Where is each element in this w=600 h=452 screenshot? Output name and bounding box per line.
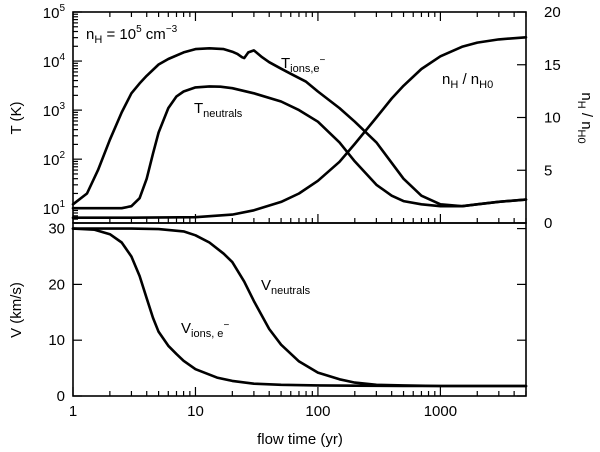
y-tick-label-right: 5 (544, 162, 552, 179)
density-condition-label: nH = 105 cm−3 (86, 24, 178, 46)
y-tick-label-bottom: 20 (48, 276, 65, 293)
curve-t-ions (71, 47, 528, 208)
y-tick-label-bottom: 30 (48, 221, 65, 238)
y-tick-label-right: 20 (544, 4, 561, 21)
x-tick-label: 10 (187, 403, 204, 420)
bottom-panel-frame (72, 222, 527, 397)
axis-ticks (72, 11, 527, 397)
curve-v-neutrals (71, 227, 528, 388)
right-y-axis-label: nH / nH0 (575, 92, 595, 143)
x-tick-label: 100 (305, 403, 330, 420)
y-tick-label-left: 104 (43, 52, 66, 71)
y-tick-label-right: 15 (544, 57, 561, 74)
t-ions-label: Tions,e− (281, 55, 326, 75)
tick-labels: 1 10 100 1000 101 102 103 104 105 0 5 10 15 20 0 10 20 30 (43, 3, 561, 420)
x-tick-label: 1 (69, 403, 77, 420)
v-ions-label: Vions, e− (181, 320, 229, 340)
curve-v-ions (71, 227, 528, 388)
density-ratio-label: nH / nH0 (442, 71, 493, 91)
y-tick-label-bottom: 0 (57, 388, 65, 405)
data-curves (71, 36, 528, 388)
curve-density-ratio (71, 36, 528, 219)
bottom-y-axis-label: V (km/s) (8, 282, 25, 338)
y-tick-label-left: 103 (43, 101, 66, 120)
y-tick-label-bottom: 10 (48, 332, 65, 349)
y-tick-label-left: 105 (43, 3, 66, 22)
y-tick-label-left: 102 (43, 150, 66, 169)
t-neutrals-label: Tneutrals (194, 100, 243, 120)
curve-t-neutrals (71, 85, 528, 210)
y-tick-label-right: 10 (544, 110, 561, 127)
y-tick-label-left: 101 (43, 199, 66, 218)
x-tick-label: 1000 (424, 403, 457, 420)
v-neutrals-label: Vneutrals (261, 277, 311, 297)
top-y-axis-label: T (K) (8, 101, 25, 134)
x-axis-label: flow time (yr) (257, 431, 343, 448)
y-tick-label-right: 0 (544, 215, 552, 232)
